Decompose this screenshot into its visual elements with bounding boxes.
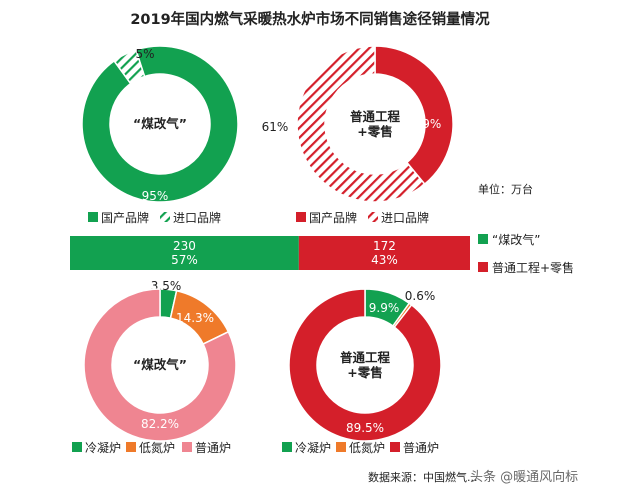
donut-center-label: “煤改气” xyxy=(133,116,187,131)
bar-percent-label: 43% xyxy=(371,253,398,267)
legend-swatch xyxy=(368,212,378,222)
legend-label: 进口品牌 xyxy=(173,211,221,225)
donut-slice-普通炉 xyxy=(288,288,442,442)
bar-percent-label: 57% xyxy=(171,253,198,267)
legend-swatch xyxy=(282,442,292,452)
legend-label: 低氮炉 xyxy=(139,440,175,455)
legend-swatch xyxy=(160,212,170,222)
legend-swatch xyxy=(72,442,82,452)
donut-center-label: +零售 xyxy=(357,124,392,139)
unit-label: 单位：万台 xyxy=(478,182,533,196)
slice-label: 95% xyxy=(142,189,169,203)
legend-label: 进口品牌 xyxy=(381,211,429,225)
bar-value-label: 230 xyxy=(173,239,196,253)
donut-center-label: 普通工程 xyxy=(350,109,401,124)
legend-label: 普通炉 xyxy=(403,441,439,455)
source-label: 数据来源：中国燃气... xyxy=(368,470,478,484)
legend-swatch xyxy=(336,442,346,452)
slice-label: 82.2% xyxy=(141,417,179,431)
legend-swatch xyxy=(390,442,400,452)
legend-swatch xyxy=(126,442,136,452)
legend-swatch xyxy=(88,212,98,222)
bar-legend-label: “煤改气” xyxy=(492,232,540,247)
bar-segment-1 xyxy=(298,236,470,270)
watermark: 头条 @暖通风向标 xyxy=(470,469,578,485)
donut-center-label: 普通工程 xyxy=(340,350,391,365)
donut-slice-进口品牌 xyxy=(113,48,146,85)
bar-legend-swatch xyxy=(478,234,488,244)
bar-value-label: 172 xyxy=(373,239,396,253)
donut-slice-进口品牌 xyxy=(296,45,426,203)
donut-slice-普通炉 xyxy=(83,288,237,442)
legend-label: 普通炉 xyxy=(195,441,231,455)
slice-label: 9.9% xyxy=(369,301,400,315)
bar-segment-0 xyxy=(70,236,299,270)
slice-label: 14.3% xyxy=(176,311,214,325)
legend-label: 国产品牌 xyxy=(101,211,149,225)
donut-center-label: +零售 xyxy=(347,365,382,380)
donut-slice-国产品牌 xyxy=(81,45,239,203)
bar-legend-label: 普通工程+零售 xyxy=(492,260,574,275)
bar-legend-swatch xyxy=(478,262,488,272)
slice-label: 0.6% xyxy=(405,289,436,303)
donut-center-label: “煤改气” xyxy=(133,357,187,372)
slice-label: 5% xyxy=(135,47,154,61)
legend-label: 低氮炉 xyxy=(349,440,385,455)
slice-label: 39% xyxy=(415,117,442,131)
legend-label: 冷凝炉 xyxy=(85,440,121,455)
legend-label: 冷凝炉 xyxy=(295,440,331,455)
legend-label: 国产品牌 xyxy=(309,211,357,225)
donut-slice-国产品牌 xyxy=(374,45,454,186)
slice-label: 89.5% xyxy=(346,421,384,435)
chart-title: 2019年国内燃气采暖热水炉市场不同销售途径销量情况 xyxy=(130,10,490,28)
slice-label: 61% xyxy=(262,120,289,134)
legend-swatch xyxy=(296,212,306,222)
legend-swatch xyxy=(182,442,192,452)
